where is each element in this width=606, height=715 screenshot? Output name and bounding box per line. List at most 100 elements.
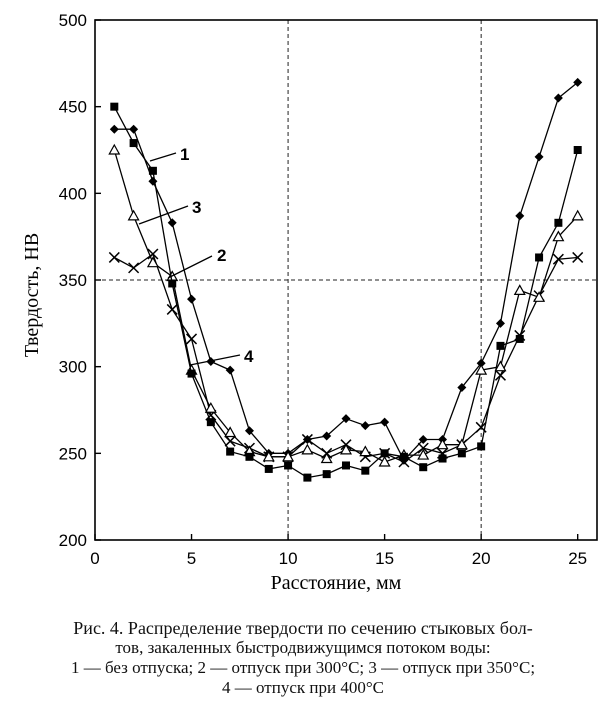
series-3-point xyxy=(552,230,565,242)
series-1-point xyxy=(515,211,525,221)
series-1-point xyxy=(167,218,177,228)
series-1-point xyxy=(360,421,370,431)
series-4-point xyxy=(573,146,582,154)
series-1-point xyxy=(244,426,254,436)
y-tick-label: 450 xyxy=(59,98,87,117)
series-2-point xyxy=(224,435,236,447)
series-3-point xyxy=(320,452,333,464)
series-3-point xyxy=(455,438,468,450)
series-4-point xyxy=(342,461,350,470)
caption-line-3: 1 — без отпуска; 2 — отпуск при 300°С; 3… xyxy=(70,658,536,677)
x-tick-label: 10 xyxy=(279,549,298,568)
series-2-point xyxy=(301,433,313,445)
series-1-point xyxy=(380,417,390,427)
series-3-point xyxy=(146,256,159,268)
series-4-point xyxy=(284,461,293,470)
callout-label-4: 4 xyxy=(244,347,254,366)
series-4-point xyxy=(129,139,138,148)
figure-caption: Рис. 4. Распределение твердости по сечен… xyxy=(10,618,596,698)
point-stroke xyxy=(572,251,584,263)
series-2-point xyxy=(186,333,198,345)
series-4-point xyxy=(187,369,196,378)
point-stroke xyxy=(186,333,198,345)
series-2-point xyxy=(572,251,584,263)
series-3-point xyxy=(108,143,121,155)
series-4-point xyxy=(477,442,486,451)
callout-leader-4 xyxy=(189,354,241,366)
series-4-point xyxy=(168,279,177,288)
y-tick-label: 200 xyxy=(59,531,87,550)
series-4-point xyxy=(264,464,273,473)
series-2-line xyxy=(113,252,578,463)
series-4-point xyxy=(496,341,505,350)
x-tick-label: 20 xyxy=(472,549,491,568)
callout-label-3: 3 xyxy=(192,198,201,217)
series-4-point xyxy=(554,218,563,227)
series-1-point xyxy=(553,93,563,103)
series-4-point xyxy=(380,449,389,458)
series-3-point xyxy=(224,426,237,438)
point-stroke xyxy=(494,369,506,381)
series-3-point xyxy=(475,363,488,375)
series-2-point xyxy=(494,369,506,381)
series-3-point xyxy=(494,360,507,372)
series-3-point xyxy=(282,450,295,462)
series-4 xyxy=(110,102,582,482)
series-3-point xyxy=(359,445,372,457)
x-tick-label: 5 xyxy=(187,549,196,568)
y-tick-label: 300 xyxy=(59,358,87,377)
x-axis-label: Расстояние, мм xyxy=(271,572,402,594)
point-stroke xyxy=(108,251,120,263)
series-1 xyxy=(109,77,583,465)
series-2-point xyxy=(166,303,178,315)
callout-leader-2 xyxy=(167,255,213,279)
series-2-point xyxy=(108,251,120,263)
series-1-point xyxy=(187,294,197,304)
series-1-point xyxy=(534,152,544,162)
axis-ticks: 0 5 10 15 20 25 200 250 300 350 400 450 500 xyxy=(59,11,588,568)
point-stroke xyxy=(128,262,140,274)
series-3-point xyxy=(533,291,546,302)
series-1-line xyxy=(114,81,579,462)
series-3-point xyxy=(513,284,526,295)
point-stroke xyxy=(301,433,313,445)
hardness-chart: 0 5 10 15 20 25 200 250 300 350 400 450 500 1 2 3 4 Рас… xyxy=(21,11,598,594)
series-2-point xyxy=(552,253,564,265)
series-3-point xyxy=(378,455,391,467)
callout-leader-1 xyxy=(149,152,177,162)
x-tick-label: 0 xyxy=(90,549,99,568)
callout-leader-3 xyxy=(138,205,189,225)
series-4-point xyxy=(303,473,312,482)
series-2 xyxy=(108,248,584,468)
series-1-point xyxy=(225,365,235,375)
point-stroke xyxy=(417,442,429,454)
series-3-point xyxy=(571,209,584,221)
series-3-point xyxy=(127,209,140,221)
series-2-point xyxy=(417,442,429,454)
x-tick-label: 15 xyxy=(375,549,394,568)
callout-label-2: 2 xyxy=(217,246,226,265)
series-4-point xyxy=(438,454,447,463)
series-3-point xyxy=(262,450,275,462)
series-4-point xyxy=(226,447,235,456)
series-4-point xyxy=(110,102,119,111)
series-1-point xyxy=(322,431,332,441)
y-tick-label: 500 xyxy=(59,11,87,30)
series-1-point xyxy=(341,414,351,424)
series-1-point xyxy=(148,176,158,186)
point-stroke xyxy=(147,248,159,260)
y-tick-label: 250 xyxy=(59,444,87,463)
series-4-point xyxy=(535,253,544,262)
x-tick-label: 25 xyxy=(568,549,587,568)
callout-label-1: 1 xyxy=(180,145,189,164)
series-4-point xyxy=(148,166,157,175)
caption-line-2: тов, закаленных быстродвижущимся потоком… xyxy=(115,638,491,657)
series-3-point xyxy=(339,443,353,455)
series-4-point xyxy=(206,418,215,427)
series-4-point xyxy=(245,452,254,461)
y-tick-label: 350 xyxy=(59,271,87,290)
point-stroke xyxy=(166,303,178,315)
series-1-point xyxy=(495,318,505,328)
series-3-point xyxy=(301,443,314,455)
